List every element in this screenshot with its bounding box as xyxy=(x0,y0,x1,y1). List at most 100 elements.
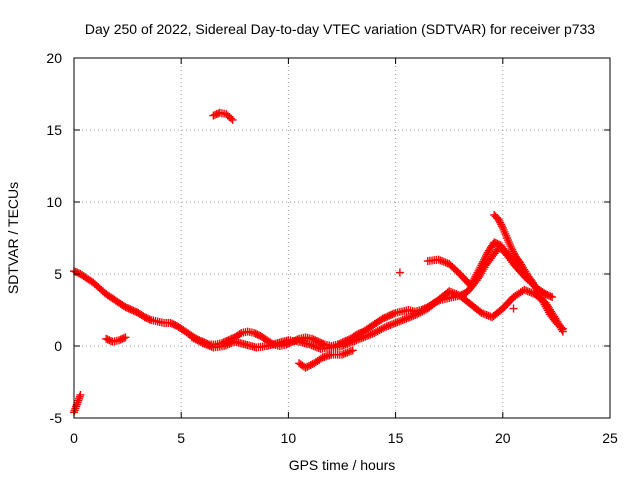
data-point xyxy=(482,311,491,320)
data-point xyxy=(481,253,490,262)
data-point xyxy=(445,287,454,296)
data-point xyxy=(522,286,531,295)
data-point xyxy=(368,329,377,338)
data-point xyxy=(384,321,393,330)
data-point xyxy=(473,268,482,277)
data-point xyxy=(416,308,425,317)
data-point xyxy=(306,361,315,370)
data-point xyxy=(389,309,398,318)
x-tick-label: 5 xyxy=(177,430,185,446)
data-point xyxy=(220,342,229,350)
data-point xyxy=(312,343,321,352)
data-point xyxy=(303,362,312,371)
data-point xyxy=(309,342,318,350)
data-point xyxy=(200,339,209,348)
x-tick-label: 25 xyxy=(602,430,618,446)
data-point xyxy=(373,327,382,336)
data-point xyxy=(195,337,204,346)
data-point xyxy=(76,390,85,399)
data-point xyxy=(396,316,405,325)
data-point xyxy=(509,249,518,258)
data-point xyxy=(441,258,450,267)
y-tick-label: 0 xyxy=(54,338,62,354)
data-point xyxy=(228,115,237,124)
data-point xyxy=(480,310,489,319)
data-point xyxy=(366,330,375,339)
axis-ticks: 0 5 10 15 20 25 -5 0 5 10 15 20 xyxy=(46,50,618,446)
data-point xyxy=(377,325,386,334)
data-point xyxy=(350,336,359,345)
data-point xyxy=(361,332,370,341)
x-axis-label: GPS time / hours xyxy=(289,457,396,473)
data-point xyxy=(341,340,350,349)
data-point xyxy=(475,265,484,274)
data-point xyxy=(343,339,352,348)
data-point xyxy=(468,277,477,286)
data-point xyxy=(73,398,82,407)
data-point xyxy=(221,341,230,350)
y-axis-label: SDTVAR / TECUs xyxy=(5,182,21,294)
data-point xyxy=(438,257,447,266)
data-point xyxy=(509,247,518,256)
data-points xyxy=(70,108,567,417)
data-point xyxy=(507,244,516,253)
x-tick-label: 15 xyxy=(388,430,404,446)
data-point xyxy=(420,306,429,315)
data-point xyxy=(348,337,357,346)
data-point xyxy=(345,347,354,356)
x-tick-label: 20 xyxy=(495,430,511,446)
data-point xyxy=(346,347,355,356)
data-point xyxy=(235,330,244,339)
data-point xyxy=(548,293,557,302)
y-tick-label: 10 xyxy=(46,194,62,210)
data-point xyxy=(341,349,350,358)
data-point xyxy=(509,304,518,313)
data-point xyxy=(339,341,348,350)
data-point xyxy=(439,257,448,266)
y-tick-label: 20 xyxy=(46,50,62,66)
data-point xyxy=(525,288,534,296)
gridlines xyxy=(74,58,610,418)
data-point xyxy=(520,285,529,294)
data-point xyxy=(557,325,566,334)
data-point xyxy=(145,315,154,324)
data-point xyxy=(225,339,234,348)
data-point xyxy=(343,348,352,357)
data-point xyxy=(477,261,486,270)
data-point xyxy=(354,335,363,344)
data-point xyxy=(71,404,80,413)
data-point xyxy=(474,266,483,275)
data-point xyxy=(382,322,391,331)
data-point xyxy=(497,222,506,231)
data-point xyxy=(393,318,402,327)
data-point xyxy=(496,218,505,227)
data-point xyxy=(398,316,407,325)
data-point xyxy=(434,255,443,264)
data-point xyxy=(409,311,418,320)
data-point xyxy=(70,406,79,415)
chart-title: Day 250 of 2022, Sidereal Day-to-day VTE… xyxy=(85,21,595,37)
data-point xyxy=(395,317,404,326)
data-point xyxy=(494,215,503,224)
data-point xyxy=(346,338,355,347)
data-point xyxy=(345,339,354,348)
data-point xyxy=(198,339,207,348)
data-point xyxy=(395,268,404,277)
data-point xyxy=(202,340,211,349)
data-point xyxy=(497,220,506,229)
data-point xyxy=(391,318,400,327)
data-point xyxy=(388,320,397,329)
data-point xyxy=(357,334,366,343)
data-point xyxy=(339,349,348,358)
data-point xyxy=(223,340,232,349)
y-tick-label: 15 xyxy=(46,122,62,138)
data-point xyxy=(359,333,368,342)
data-point xyxy=(227,339,236,348)
data-point xyxy=(375,326,384,335)
data-point xyxy=(304,361,313,370)
data-point xyxy=(466,281,475,290)
data-point xyxy=(386,321,395,330)
data-point xyxy=(411,311,420,320)
y-tick-label: 5 xyxy=(54,266,62,282)
